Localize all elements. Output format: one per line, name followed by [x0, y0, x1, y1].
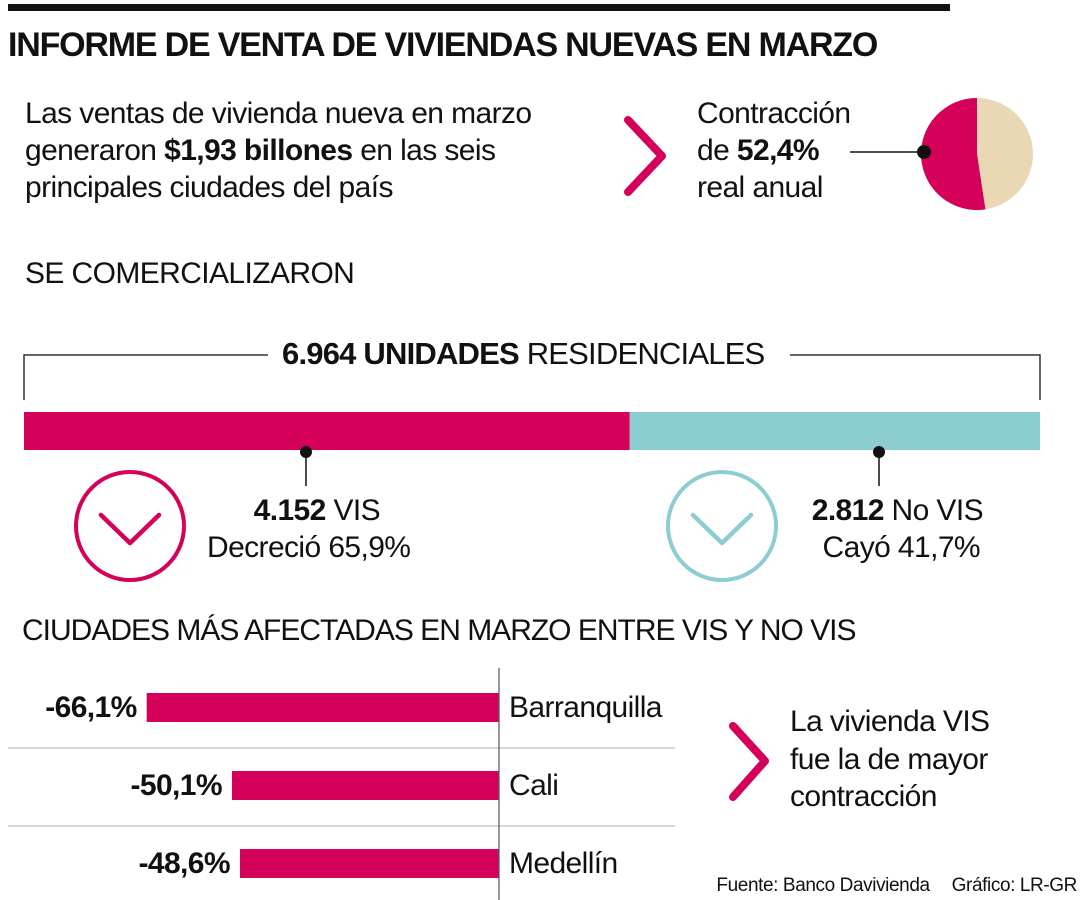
- units-text: RESIDENCIALES: [518, 336, 765, 371]
- city-bar: [146, 693, 499, 722]
- intro-text: en las seis: [352, 134, 496, 167]
- note-line-3: contracción: [790, 780, 937, 813]
- city-bar-value: -50,1%: [130, 769, 223, 802]
- section-title-ciudades: CIUDADES MÁS AFECTADAS EN MARZO ENTRE VI…: [22, 614, 857, 647]
- chevron-down-icon: [690, 512, 754, 546]
- vis-change-line: Decreció 65,9%: [207, 531, 411, 564]
- chevron-down-icon: [98, 512, 162, 546]
- vis-change: 65,9%: [328, 531, 411, 564]
- intro-line-2: generaron $1,93 billones en las seis: [25, 134, 496, 167]
- city-bar-value: -66,1%: [45, 691, 137, 724]
- units-total: 6.964 UNIDADES: [282, 336, 520, 371]
- novis-label: No VIS: [883, 494, 984, 527]
- novis-change-label: Cayó: [822, 531, 898, 564]
- contraction-text: de: [697, 134, 737, 167]
- city-bar: [239, 849, 499, 878]
- novis-circle: [666, 470, 778, 582]
- intro-line-3: principales ciudades del país: [25, 171, 393, 204]
- city-bar-value: -48,6%: [138, 847, 231, 880]
- vis-circle: [74, 470, 186, 582]
- intro-text: generaron: [25, 134, 165, 167]
- contraction-value: 52,4%: [736, 134, 820, 167]
- segment-pointer-dot: [873, 446, 885, 458]
- chevron-right-icon: [624, 116, 666, 196]
- pie-leader-dot: [917, 145, 931, 159]
- top-rule: [8, 4, 950, 11]
- novis-change: 41,7%: [897, 531, 981, 564]
- pie-slice-contraction: [921, 98, 986, 210]
- stacked-segment-no-vis: [629, 412, 1040, 450]
- segment-pointer-dot: [300, 446, 312, 458]
- contraction-line-3: real anual: [697, 171, 823, 204]
- pie-chart: [921, 98, 1033, 210]
- city-label: Medellín: [509, 847, 618, 880]
- footer: Fuente: Banco Davivienda Gráfico: LR-GR: [716, 876, 1077, 895]
- novis-change-line: Cayó 41,7%: [822, 531, 981, 564]
- city-bars: [146, 693, 500, 878]
- bracket-right: [790, 354, 1041, 400]
- vis-change-label: Decreció: [207, 531, 329, 564]
- stacked-bar: [24, 412, 1040, 486]
- novis-value-line: 2.812 No VIS: [811, 494, 984, 527]
- bracket-left: [23, 354, 268, 400]
- contraction-line-2: de 52,4%: [697, 134, 820, 167]
- intro-line-1: Las ventas de vivienda nueva en marzo: [25, 97, 532, 130]
- city-label: Cali: [509, 769, 559, 802]
- units-total-label: 6.964 UNIDADES RESIDENCIALES: [282, 336, 765, 371]
- vis-value: 4.152: [253, 494, 327, 527]
- note-line-2: fue la de mayor: [790, 743, 988, 776]
- vis-value-line: 4.152 VIS: [253, 494, 381, 527]
- intro-amount: $1,93 billones: [164, 134, 353, 167]
- note-line-1: La vivienda VIS: [790, 705, 990, 738]
- chevron-right-icon: [729, 722, 769, 801]
- section-title-comercializaron: SE COMERCIALIZARON: [25, 257, 355, 290]
- vis-label: VIS: [325, 494, 380, 527]
- novis-value: 2.812: [811, 494, 885, 527]
- contraction-line-1: Contracción: [697, 97, 851, 130]
- footer-credit: Gráfico: LR-GR: [951, 875, 1078, 896]
- footer-source: Fuente: Banco Davivienda: [716, 875, 930, 896]
- stacked-segment-vis: [24, 412, 630, 450]
- page-title: INFORME DE VENTA DE VIVIENDAS NUEVAS EN …: [8, 26, 878, 64]
- city-label: Barranquilla: [509, 691, 663, 724]
- city-bar: [231, 771, 500, 800]
